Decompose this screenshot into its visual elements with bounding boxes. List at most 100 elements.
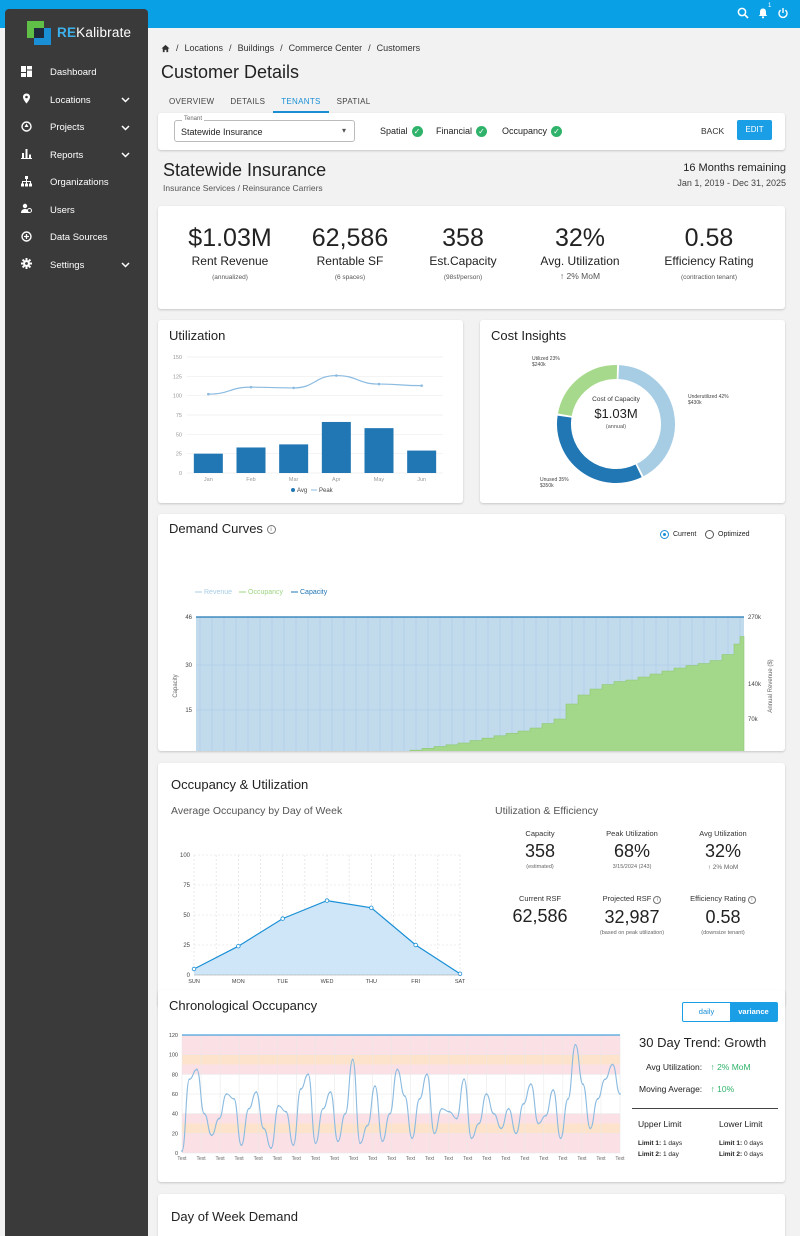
y-tick-label: 50	[183, 913, 190, 919]
check-occupancy: Occupancy ✓	[502, 126, 563, 138]
sidebar-item-data-sources[interactable]: Data Sources	[5, 224, 148, 252]
bar	[279, 444, 309, 473]
occupancy-point	[236, 943, 241, 949]
occupancy-point	[604, 1078, 607, 1081]
breadcrumb-item[interactable]: Customers	[376, 43, 421, 53]
donut-slice-label: Underutilized 42%	[688, 394, 729, 400]
metric-avg-utilization: Avg Utilization 32% ↑ 2% MoM	[699, 829, 747, 871]
y-tick-label: 20	[172, 1131, 178, 1137]
brand-logo[interactable]: REKalibrate	[24, 18, 144, 48]
sidebar-item-locations[interactable]: Locations	[5, 87, 148, 115]
toggle-daily[interactable]: daily	[698, 1007, 715, 1016]
occupancy-point	[388, 1112, 391, 1115]
occupancy-point	[262, 1127, 265, 1130]
bar	[364, 428, 394, 473]
tab-tenants[interactable]: TENANTS	[273, 95, 329, 113]
donut-slice-amount: $240k	[532, 362, 546, 368]
sidebar-item-reports[interactable]: Reports	[5, 142, 148, 170]
y-tick-label: 100	[173, 394, 182, 400]
y-tick-label: 120	[169, 1033, 178, 1039]
toggle-variance[interactable]: variance	[730, 1003, 777, 1021]
kpi-rent-revenue: $1.03M Rent Revenue (annualized)	[188, 224, 272, 281]
sidebar-item-dashboard[interactable]: Dashboard	[5, 59, 148, 87]
info-icon[interactable]: i	[653, 896, 662, 904]
occupancy-point	[329, 1091, 332, 1093]
sidebar-item-label: Dashboard	[50, 67, 97, 79]
tenant-name: Statewide Insurance	[163, 160, 327, 180]
upper-inner-band	[182, 1054, 620, 1065]
tab-spatial[interactable]: SPATIAL	[336, 97, 371, 106]
org-chart-icon	[19, 175, 33, 190]
sidebar-item-projects[interactable]: Projects	[5, 114, 148, 142]
y-tick-label: 0	[175, 1151, 178, 1157]
occupancy-point	[559, 1137, 562, 1140]
brand-prefix: RE	[57, 25, 77, 40]
legend-avg-marker	[291, 488, 295, 492]
y-tick-label: 125	[173, 374, 182, 380]
info-icon[interactable]: i	[266, 525, 276, 535]
edit-button[interactable]: EDIT	[737, 120, 772, 140]
occupancy-point	[574, 1043, 577, 1046]
notification-count: 1	[768, 3, 772, 9]
occupancy-point	[240, 1144, 243, 1147]
x-tick-label: Text	[235, 1156, 245, 1162]
occupancy-point	[336, 1140, 339, 1143]
check-financial: Financial ✓	[436, 126, 488, 138]
sidebar-item-settings[interactable]: Settings	[5, 252, 148, 280]
occupancy-point	[191, 966, 197, 972]
tenant-select-label: Tenant	[182, 116, 205, 122]
x-tick-label: Jan	[204, 477, 213, 483]
tab-details[interactable]: DETAILS	[230, 97, 266, 106]
occupancy-point	[292, 1144, 295, 1147]
x-tick-label: Text	[292, 1156, 302, 1162]
tenant-select[interactable]: Tenant Statewide Insurance ▾	[174, 116, 355, 142]
x-tick-label: Text	[577, 1156, 587, 1162]
metric-projected-rsf: Projected RSF i 32,987 (based on peak util…	[599, 894, 665, 936]
y2-tick-label: 270k	[748, 615, 762, 621]
occupancy-point	[381, 1140, 384, 1143]
y-tick-label: 50	[176, 432, 182, 438]
sidebar-item-label: Settings	[50, 259, 85, 271]
breadcrumb-item[interactable]: Commerce Center	[288, 43, 363, 53]
occupancy-point	[515, 1132, 517, 1135]
divider	[632, 1108, 778, 1109]
sidebar-item-label: Users	[50, 204, 75, 216]
bar-chart-icon	[19, 148, 33, 162]
sidebar-item-organizations[interactable]: Organizations	[5, 169, 148, 197]
dow-occupancy-chart: 0 25 50 75 100 SUN MON TUE WED THU FRI SAT	[180, 853, 466, 985]
chronological-occupancy-card: Chronological Occupancy daily variance 0…	[158, 990, 785, 1182]
peak-line	[208, 374, 422, 395]
metric-efficiency-rating: Efficiency Rating i 0.58 (downsize tenant)	[675, 894, 771, 936]
tab-overview[interactable]: OVERVIEW	[169, 97, 215, 106]
search-icon[interactable]	[737, 7, 749, 22]
breadcrumb: / Locations / Buildings / Commerce Center /…	[161, 43, 420, 53]
bell-icon[interactable]	[757, 7, 769, 22]
donut-slice-label: Utilized 23%	[532, 356, 560, 362]
occupancy-point	[455, 1117, 458, 1120]
power-icon[interactable]	[777, 7, 789, 22]
y2-axis-label: Annual Revenue ($)	[768, 659, 774, 712]
lease-remaining: 16 Months remaining	[683, 162, 786, 174]
x-tick-label: Text	[216, 1156, 226, 1162]
sidebar-item-users[interactable]: Users	[5, 197, 148, 225]
occupancy-point	[396, 1068, 399, 1071]
tenant-select-value: Statewide Insurance	[181, 127, 263, 137]
peak-point	[292, 386, 295, 390]
page-title: Customer Details	[161, 62, 300, 82]
occupancy-point	[507, 1107, 510, 1110]
breadcrumb-item[interactable]: Locations	[184, 43, 224, 53]
x-tick-label: Apr	[332, 477, 341, 483]
cost-donut-chart: Utilized 23%$240k Underutilized 42%$430k U…	[532, 356, 729, 489]
radio-optimized[interactable]: Optimized	[705, 530, 750, 539]
breadcrumb-item[interactable]: Buildings	[237, 43, 275, 53]
y-tick-label: 25	[176, 452, 182, 458]
x-tick-label: Jun	[417, 477, 426, 483]
radio-current[interactable]: Current	[660, 530, 696, 539]
y-tick-label: 75	[183, 883, 190, 889]
home-icon[interactable]	[161, 44, 170, 53]
occupancy-point	[210, 1134, 213, 1137]
back-button[interactable]: BACK	[701, 126, 725, 136]
occupancy-point	[411, 1137, 414, 1140]
occupancy-point	[299, 1088, 302, 1090]
info-icon[interactable]: i	[747, 896, 756, 904]
